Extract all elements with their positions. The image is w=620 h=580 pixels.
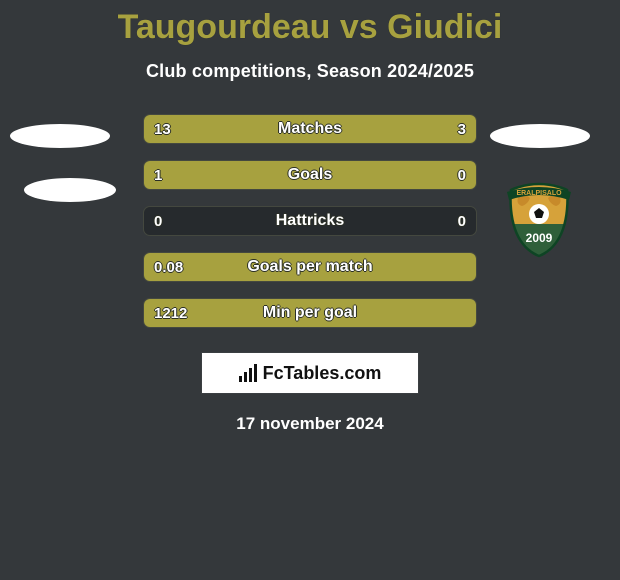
stat-bar-left <box>144 115 410 143</box>
player-left-avatar-mid <box>24 178 116 202</box>
stat-row: Goals per match0.08 <box>143 252 477 282</box>
stat-row: Matches133 <box>143 114 477 144</box>
svg-text:2009: 2009 <box>526 231 553 245</box>
stat-row: Goals10 <box>143 160 477 190</box>
stat-bar-gap <box>144 207 476 235</box>
club-badge-right: 2009 ERALPISALO <box>498 178 580 260</box>
stat-row: Min per goal1212 <box>143 298 477 328</box>
shield-icon: 2009 ERALPISALO <box>498 178 580 260</box>
stat-bar-right <box>410 115 476 143</box>
stat-bar-left <box>144 253 476 281</box>
stat-row: Hattricks00 <box>143 206 477 236</box>
bar-icon-bar <box>249 368 252 382</box>
bar-icon-bar <box>239 376 242 382</box>
player-left-avatar-top <box>10 124 110 148</box>
bar-icon-bar <box>244 372 247 382</box>
brand-box: FcTables.com <box>201 352 419 394</box>
stat-bar-left <box>144 299 476 327</box>
page-title: Taugourdeau vs Giudici <box>0 0 620 47</box>
date-stamp: 17 november 2024 <box>0 414 620 434</box>
brand-text: FcTables.com <box>263 363 382 384</box>
bar-chart-icon <box>239 364 257 382</box>
svg-text:ERALPISALO: ERALPISALO <box>516 190 562 197</box>
page-subtitle: Club competitions, Season 2024/2025 <box>0 61 620 82</box>
stat-bar-left <box>144 161 476 189</box>
player-right-avatar-top <box>490 124 590 148</box>
bar-icon-bar <box>254 364 257 382</box>
